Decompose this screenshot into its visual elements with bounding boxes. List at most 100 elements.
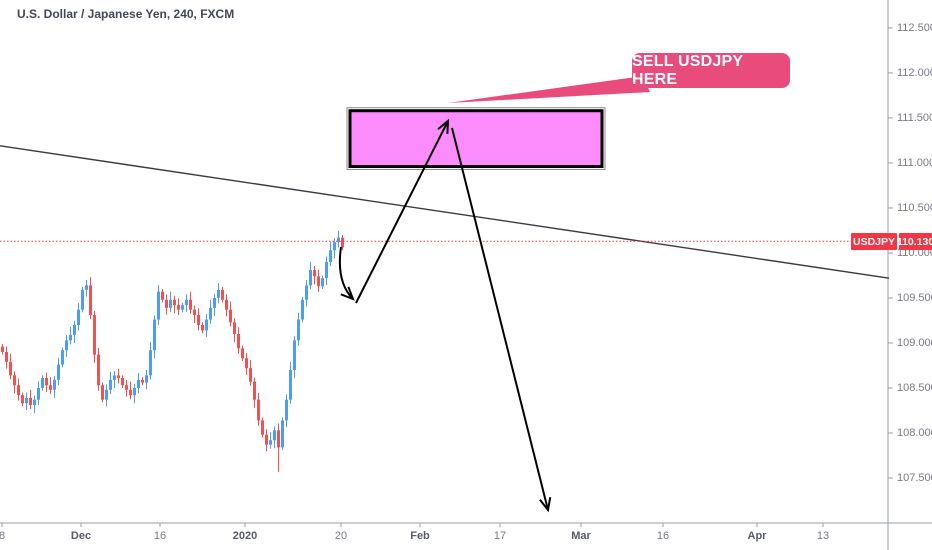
candle-body [313,270,316,277]
candle-body [281,420,284,448]
candle-body [69,334,72,341]
time-tick-label: 2020 [232,530,258,542]
price-tick-label: 109.000 [897,336,932,349]
candle-body [121,378,124,386]
candle-body [77,309,80,325]
trendline-drawing[interactable] [0,145,890,279]
candle-body [289,369,292,400]
candle-body [181,305,184,310]
arrow-drawing-3[interactable] [451,127,552,513]
candle-body [341,237,344,248]
sell-callout-label[interactable]: SELL USDJPY HERE [632,53,790,88]
candle-body [217,289,220,298]
time-tick-label: 13 [816,530,830,542]
candle-body [173,299,176,306]
candle-body [265,434,268,445]
candle-body [169,299,172,308]
candle-body [337,237,340,243]
candle-body [321,278,324,287]
candle-body [333,242,336,251]
candlestick-series[interactable] [1,230,344,472]
price-badge-symbol: USDJPY [851,233,897,250]
candle-body [189,299,192,310]
candle-body [257,399,260,421]
candle-body [329,250,332,262]
candle-body [233,322,236,334]
time-tick-label: 8 [0,530,6,542]
candle-body [309,270,312,286]
arrow-drawing-2[interactable] [355,118,450,304]
candle-body [105,389,108,400]
price-badge-value: 110.130 [897,233,932,250]
price-tick-label: 109.500 [897,291,932,304]
time-tick-label: Mar [571,530,591,542]
candle-body [241,348,244,359]
time-tick-label: Apr [747,530,767,542]
time-tick-label: 17 [493,530,507,542]
candle-body [229,309,232,323]
candle-body [149,350,152,376]
candle-body [237,333,240,349]
candle-body [5,351,8,362]
candle-body [133,387,136,396]
candle-body [85,285,88,290]
price-tick-label: 108.500 [897,381,932,394]
candle-body [53,379,56,390]
candle-body [301,299,304,320]
candle-body [61,350,64,365]
supply-zone-box[interactable] [348,109,604,169]
time-tick-label: 16 [656,530,670,542]
candle-body [201,324,204,331]
candle-body [89,285,92,316]
candle-body [165,299,168,308]
candle-body [157,291,160,320]
symbol-title: U.S. Dollar / Japanese Yen, 240, FXCM [17,7,235,21]
price-tick-label: 112.000 [897,66,932,79]
price-tick-label: 111.000 [897,156,932,169]
candle-body [13,375,16,386]
candle-body [141,379,144,383]
candle-body [33,399,36,406]
arrow-drawing-1[interactable] [338,246,355,301]
candle-body [37,387,40,400]
candle-body [97,354,100,386]
candle-body [193,309,196,316]
candle-body [277,430,280,448]
candle-body [249,368,252,382]
candle-body [49,385,52,390]
candle-body [129,389,132,396]
candle-body [209,307,212,320]
candle-body [125,385,128,390]
supply-box-outline [346,107,606,171]
candle-body [285,399,288,421]
candle-body [101,385,104,400]
candle-body [137,379,140,388]
price-tick-label: 107.500 [897,471,932,484]
time-tick-label: 16 [153,530,167,542]
candle-body [177,305,180,310]
candle-body [245,358,248,369]
candle-body [21,395,24,404]
candle-body [185,299,188,306]
time-tick-label: Dec [70,530,92,542]
candle-body [117,375,120,379]
candle-body [73,324,76,335]
candle-body [197,315,200,325]
candle-body [221,289,224,300]
candle-body [17,385,20,396]
candle-body [93,315,96,355]
candle-body [25,397,28,404]
candle-body [253,381,256,400]
candle-body [113,375,116,380]
candle-body [145,375,148,383]
candle-body [297,319,300,341]
candle-body [261,420,264,435]
candle-body [273,430,276,441]
candle-body [81,289,84,310]
candle-body [9,361,12,376]
candle-body [325,261,328,279]
candle-body [317,276,320,287]
candle-body [65,340,68,351]
